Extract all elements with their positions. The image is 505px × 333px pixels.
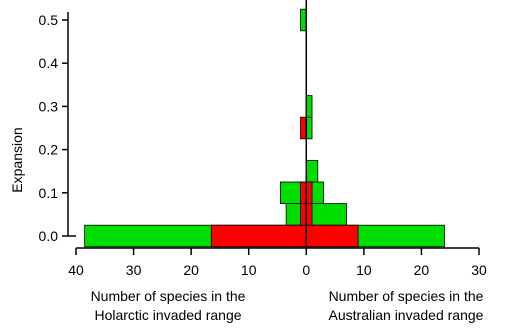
y-tick-label: 0.5 [39,12,59,28]
axes-group [67,0,479,249]
x-tick-label: 0 [302,262,310,278]
red-bar-australian [305,181,313,205]
green-bar-australian [305,159,319,183]
ticks-group: 0.0 0.1 0.2 0.3 0.4 0.5 40 30 20 10 0 10 20 30 [39,12,487,278]
red-bar-holarctic [300,203,307,226]
red-bar-australian [305,224,359,248]
left-axis-label-line2: Holarctic invaded range [94,307,241,323]
y-axis-label: Expansion [9,127,25,192]
bars-group [84,8,445,248]
y-tick-label: 0.0 [39,228,59,244]
right-axis-label-line1: Number of species in the [329,288,484,304]
red-bar-australian [305,203,313,226]
x-tick-label: 40 [68,262,84,278]
y-tick-label: 0.1 [39,185,59,201]
green-bar-australian [305,95,313,118]
red-bar-holarctic [300,116,307,140]
green-bar-australian [305,116,313,140]
red-bar-holarctic [210,224,307,248]
green-bar-holarctic [300,8,307,32]
right-axis-label-line2: Australian invaded range [329,307,484,323]
x-tick-label: 20 [183,262,199,278]
x-tick-label: 10 [356,262,372,278]
y-tick-label: 0.2 [39,142,59,158]
x-tick-label: 20 [414,262,430,278]
red-bar-holarctic [300,181,307,205]
left-axis-label-line1: Number of species in the [91,288,246,304]
y-tick-label: 0.4 [39,55,59,71]
x-tick-label: 10 [241,262,257,278]
x-tick-label: 30 [471,262,487,278]
x-tick-label: 30 [126,262,142,278]
y-tick-label: 0.3 [39,98,59,114]
